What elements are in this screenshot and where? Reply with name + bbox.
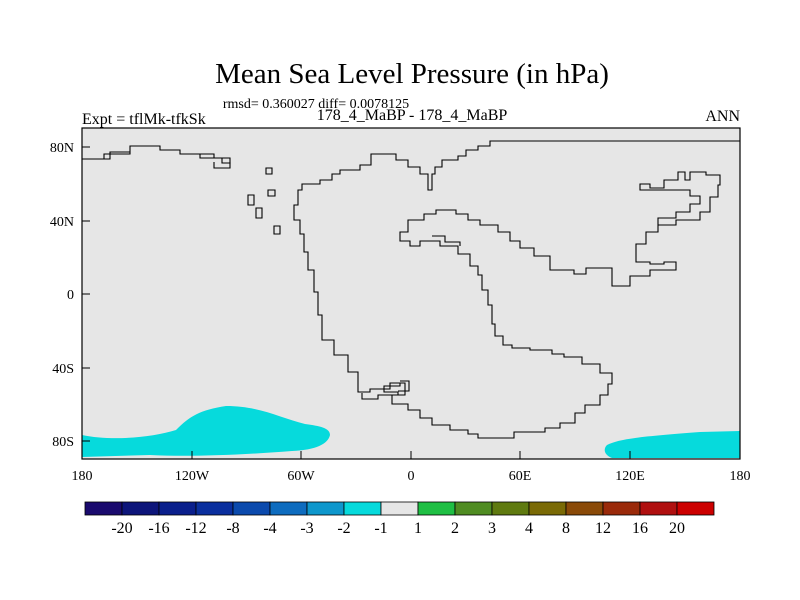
case-label: 178_4_MaBP - 178_4_MaBP xyxy=(317,107,508,124)
colorbar-label: -20 xyxy=(111,520,132,537)
season-label: ANN xyxy=(705,108,740,125)
colorbar-swatch xyxy=(380,501,419,516)
ytick-label: 0 xyxy=(67,288,74,303)
colorbar-label: -16 xyxy=(148,520,169,537)
map-title: Mean Sea Level Pressure (in hPa) xyxy=(215,58,609,90)
coastline-south-america-tip xyxy=(361,383,401,400)
colorbar-swatch xyxy=(454,501,493,516)
anomaly-region-south-pacific xyxy=(82,406,330,457)
colorbar-label: 16 xyxy=(632,520,648,537)
ytick-label: 40N xyxy=(50,215,74,230)
colorbar-label: 20 xyxy=(669,520,685,537)
colorbar-swatch xyxy=(84,501,123,516)
island-4 xyxy=(265,167,273,175)
coastline-north-america xyxy=(82,145,231,164)
colorbar-swatch xyxy=(158,501,197,516)
coastline-mediterranean-inlet xyxy=(432,235,461,246)
colorbar-label: 4 xyxy=(525,520,533,537)
island-2 xyxy=(255,207,263,219)
x-axis-labels: 180 120W 60W 0 60E 120E 180 xyxy=(72,469,751,484)
colorbar-label: -4 xyxy=(263,520,276,537)
colorbar-swatch xyxy=(343,501,382,516)
y-axis-labels: 80N 40N 0 40S 80S xyxy=(50,141,74,450)
xtick-label: 180 xyxy=(730,469,751,484)
island-1 xyxy=(247,194,255,206)
colorbar-label: 2 xyxy=(451,520,459,537)
colorbar-labels: -20 -16 -12 -8 -4 -3 -2 -1 1 2 3 4 8 12 16 20 xyxy=(111,520,685,537)
colorbar-label: -8 xyxy=(226,520,239,537)
coastline-patagonia xyxy=(398,380,410,392)
xtick-label: 0 xyxy=(408,469,415,484)
colorbar-label: -1 xyxy=(374,520,387,537)
colorbar-swatch xyxy=(269,501,308,516)
xtick-label: 60E xyxy=(509,469,532,484)
coastline-arctic-east xyxy=(293,140,740,393)
colorbar-swatch xyxy=(491,501,530,516)
colorbar-label: -2 xyxy=(337,520,350,537)
colorbar xyxy=(84,501,715,516)
colorbar-swatch xyxy=(639,501,678,516)
xtick-label: 120E xyxy=(615,469,645,484)
xtick-label: 180 xyxy=(72,469,93,484)
xtick-label: 120W xyxy=(175,469,210,484)
coastlines xyxy=(82,140,740,439)
colorbar-swatch xyxy=(417,501,456,516)
island-5 xyxy=(273,225,281,235)
colorbar-label: 3 xyxy=(488,520,496,537)
colorbar-swatch xyxy=(528,501,567,516)
colorbar-swatch xyxy=(602,501,641,516)
colorbar-swatch xyxy=(676,501,715,516)
map-plot-area xyxy=(81,127,741,460)
stats-line: rmsd= 0.360027 diff= 0.0078125 xyxy=(223,97,409,112)
colorbar-label: -12 xyxy=(185,520,206,537)
colorbar-swatch xyxy=(195,501,234,516)
experiment-label: Expt = tflMk-tfkSk xyxy=(82,111,206,128)
colorbar-swatch xyxy=(232,501,271,516)
axis-ticks xyxy=(81,146,741,459)
island-3 xyxy=(267,189,276,197)
colorbar-label: 1 xyxy=(414,520,422,537)
xtick-label: 60W xyxy=(287,469,315,484)
colorbar-swatch xyxy=(121,501,160,516)
ytick-label: 80N xyxy=(50,141,74,156)
coastline-greenland xyxy=(213,162,231,169)
colorbar-label: 12 xyxy=(595,520,611,537)
colorbar-label: -3 xyxy=(300,520,313,537)
colorbar-swatch xyxy=(565,501,604,516)
colorbar-swatch xyxy=(306,501,345,516)
ytick-label: 80S xyxy=(52,435,74,450)
ytick-label: 40S xyxy=(52,362,74,377)
coastline-africa xyxy=(391,171,721,439)
anomaly-region-south-indian xyxy=(604,431,740,458)
map-background xyxy=(82,128,740,459)
colorbar-label: 8 xyxy=(562,520,570,537)
